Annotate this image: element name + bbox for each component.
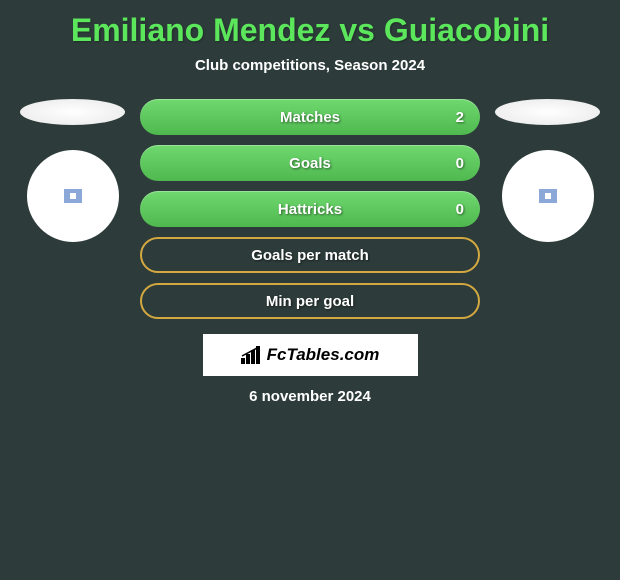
player-ellipse-left (20, 99, 125, 125)
stat-label: Hattricks (278, 201, 342, 218)
date-text: 6 november 2024 (0, 388, 620, 405)
stat-bar-hattricks: Hattricks 0 (140, 191, 480, 227)
logo-box[interactable]: FcTables.com (203, 334, 418, 376)
stat-value: 0 (456, 201, 464, 218)
left-column (20, 99, 125, 242)
placeholder-icon (64, 189, 82, 203)
stat-bar-goals: Goals 0 (140, 145, 480, 181)
player-ellipse-right (495, 99, 600, 125)
player-circle-left (27, 150, 119, 242)
stat-value: 2 (456, 109, 464, 126)
stat-label: Goals per match (251, 247, 369, 264)
content-area: Matches 2 Goals 0 Hattricks 0 Goals per … (0, 99, 620, 319)
stat-label: Goals (289, 155, 331, 172)
right-column (495, 99, 600, 242)
stats-column: Matches 2 Goals 0 Hattricks 0 Goals per … (140, 99, 480, 319)
placeholder-icon (539, 189, 557, 203)
stat-bar-min-per-goal: Min per goal (140, 283, 480, 319)
player-circle-right (502, 150, 594, 242)
stat-label: Min per goal (266, 293, 354, 310)
stat-label: Matches (280, 109, 340, 126)
page-title: Emiliano Mendez vs Guiacobini (0, 0, 620, 57)
stat-value: 0 (456, 155, 464, 172)
logo-text: FcTables.com (267, 345, 380, 365)
stat-bar-goals-per-match: Goals per match (140, 237, 480, 273)
page-subtitle: Club competitions, Season 2024 (0, 57, 620, 99)
chart-icon (241, 346, 263, 364)
stat-bar-matches: Matches 2 (140, 99, 480, 135)
